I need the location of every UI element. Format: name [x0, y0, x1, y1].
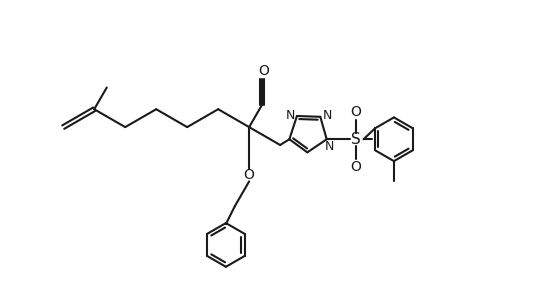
Text: N: N — [286, 108, 295, 121]
Text: O: O — [259, 64, 270, 78]
Text: O: O — [351, 105, 362, 119]
Text: S: S — [351, 132, 361, 147]
Text: O: O — [351, 160, 362, 174]
Text: N: N — [323, 109, 332, 122]
Text: N: N — [324, 140, 334, 153]
Text: O: O — [244, 168, 255, 182]
